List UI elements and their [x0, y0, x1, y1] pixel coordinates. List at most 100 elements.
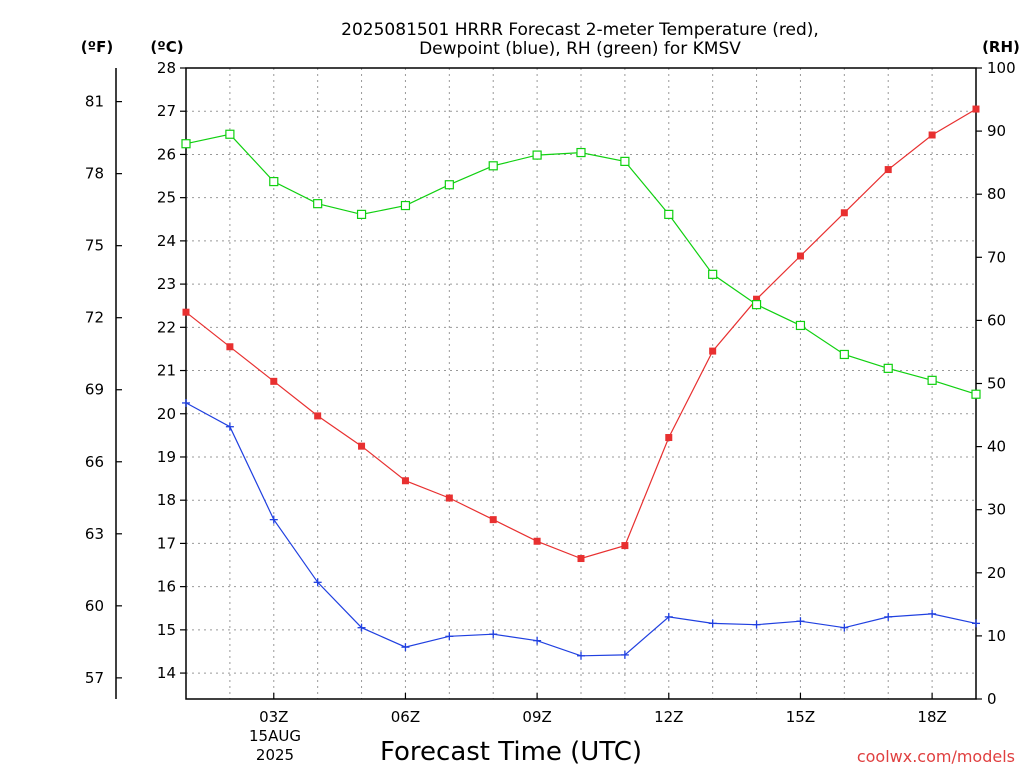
dewpoint-point	[313, 578, 322, 587]
dewpoint-point	[972, 619, 980, 628]
rh-point	[488, 161, 498, 171]
temperature-point	[928, 131, 936, 139]
celsius-tick-label: 25	[157, 189, 176, 207]
dewpoint-point	[401, 643, 410, 652]
rh-point	[971, 389, 981, 399]
temperature-point	[840, 209, 848, 217]
dewpoint-point	[620, 650, 629, 659]
celsius-tick-label: 17	[157, 534, 176, 552]
celsius-tick-label: 15	[157, 621, 176, 639]
date-label-day: 15AUG	[249, 727, 301, 745]
fahrenheit-tick-label: 57	[85, 669, 104, 687]
temperature-point	[401, 477, 409, 485]
dewpoint-point	[796, 617, 805, 626]
celsius-tick-label: 23	[157, 275, 176, 293]
rh-point	[927, 375, 937, 385]
grid	[186, 68, 976, 699]
x-axis-title: Forecast Time (UTC)	[380, 737, 642, 767]
rh-tick-label: 100	[987, 59, 1016, 77]
dewpoint-point	[708, 619, 717, 628]
temperature-point	[972, 105, 980, 113]
dewpoint-point	[577, 651, 585, 660]
celsius-tick-label: 27	[157, 102, 176, 120]
dewpoint-point	[752, 620, 761, 629]
rh-point	[356, 209, 367, 219]
rh-point	[400, 200, 411, 211]
temperature-point	[577, 555, 585, 563]
rh-point	[313, 199, 323, 209]
rh-point	[751, 300, 762, 310]
rh-point	[532, 150, 542, 160]
fahrenheit-tick-label: 81	[85, 93, 104, 111]
temperature-point	[621, 542, 629, 550]
celsius-tick-label: 20	[157, 405, 176, 423]
temperature-point	[445, 494, 453, 502]
rh-series-line	[185, 133, 977, 395]
dewpoint-point	[840, 623, 849, 632]
fahrenheit-tick-label: 63	[85, 525, 104, 543]
temperature-point	[314, 412, 322, 420]
rh-tick-label: 10	[987, 627, 1006, 645]
rh-tick-label: 0	[987, 690, 997, 708]
dewpoint-point	[182, 398, 190, 407]
rh-tick-label: 80	[987, 185, 1006, 203]
source-credit: coolwx.com/models	[857, 747, 1015, 766]
fahrenheit-tick-label: 66	[85, 453, 104, 471]
rh-tick-label: 20	[987, 564, 1006, 582]
temperature-point	[753, 295, 761, 303]
dewpoint-point	[445, 632, 454, 641]
temperature-point	[358, 442, 366, 450]
rh-point	[839, 349, 849, 360]
temperature-point	[709, 347, 717, 355]
temperature-point	[884, 166, 892, 174]
fahrenheit-tick-label: 72	[85, 309, 104, 327]
rh-point	[181, 139, 191, 149]
temperature-point	[665, 434, 673, 442]
celsius-unit-label: (ºC)	[150, 38, 183, 56]
rh-point	[795, 320, 806, 331]
rh-point	[620, 156, 630, 166]
celsius-tick-label: 28	[157, 59, 176, 77]
x-tick-label: 03Z	[259, 708, 288, 726]
rh-point	[269, 176, 279, 187]
rh-unit-label: (RH)	[982, 38, 1020, 56]
rh-tick-label: 40	[987, 438, 1006, 456]
celsius-tick-label: 14	[157, 664, 176, 682]
chart-title-line-2: Dewpoint (blue), RH (green) for KMSV	[419, 39, 741, 59]
rh-point	[664, 209, 674, 219]
fahrenheit-tick-label: 78	[85, 165, 104, 183]
dewpoint-point	[884, 612, 893, 621]
dewpoint-point	[928, 609, 937, 618]
x-tick-label: 09Z	[522, 708, 551, 726]
rh-point	[444, 180, 454, 190]
rh-point	[708, 269, 718, 279]
temperature-point	[533, 537, 541, 545]
chart-title-line-1: 2025081501 HRRR Forecast 2-meter Tempera…	[341, 20, 819, 40]
fahrenheit-tick-label: 75	[85, 237, 104, 255]
celsius-tick-label: 18	[157, 491, 176, 509]
fahrenheit-tick-label: 69	[85, 381, 104, 399]
dewpoint-point	[664, 612, 673, 621]
rh-tick-label: 70	[987, 248, 1006, 266]
temperature-point	[226, 343, 234, 351]
celsius-tick-label: 19	[157, 448, 176, 466]
plot-frame	[185, 67, 977, 700]
x-tick-label: 15Z	[786, 708, 815, 726]
temperature-point	[796, 252, 804, 260]
rh-tick-label: 30	[987, 501, 1006, 519]
celsius-tick-label: 21	[157, 362, 176, 380]
x-tick-label: 06Z	[391, 708, 420, 726]
temperature-point	[489, 516, 497, 524]
celsius-tick-label: 22	[157, 318, 176, 336]
rh-point	[883, 363, 893, 373]
rh-tick-label: 90	[987, 122, 1006, 140]
rh-point	[576, 147, 586, 158]
rh-tick-label: 50	[987, 375, 1006, 393]
temperature-point	[182, 308, 190, 316]
axes: 14 15 16 17 18 19 20 21 22 23 24 25 26 27 28 57 60 63 66 69…	[85, 59, 1016, 726]
x-tick-label: 12Z	[654, 708, 683, 726]
celsius-tick-label: 24	[157, 232, 176, 250]
dewpoint-point	[357, 623, 366, 632]
celsius-tick-label: 16	[157, 578, 176, 596]
